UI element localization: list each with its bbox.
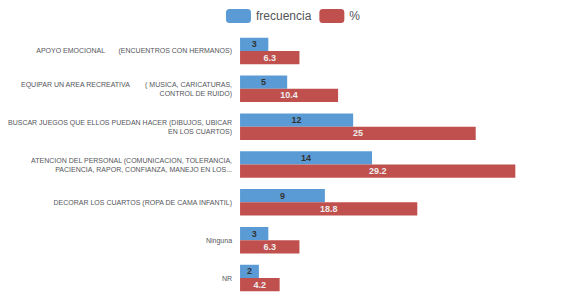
svg-text:Ninguna: Ninguna: [206, 237, 232, 245]
svg-text:18.8: 18.8: [320, 204, 338, 214]
svg-text:DECORAR LOS CUARTOS (ROPA DE C: DECORAR LOS CUARTOS (ROPA DE CAMA INFANT…: [53, 199, 232, 207]
svg-text:6.3: 6.3: [263, 53, 276, 63]
svg-text:ATENCION DEL PERSONAL (COMUNIC: ATENCION DEL PERSONAL (COMUNICACION, TOL…: [31, 157, 232, 165]
svg-text:14: 14: [301, 153, 311, 163]
svg-text:5: 5: [261, 77, 266, 87]
svg-text:3: 3: [252, 229, 257, 239]
svg-text:2: 2: [247, 266, 252, 276]
svg-text:NR: NR: [222, 275, 232, 282]
svg-text:12: 12: [292, 115, 302, 125]
svg-text:EN LOS CUARTOS): EN LOS CUARTOS): [168, 128, 232, 136]
svg-text:6.3: 6.3: [263, 242, 276, 252]
svg-text:4.2: 4.2: [254, 280, 267, 290]
svg-text:3: 3: [252, 39, 257, 49]
svg-text:29.2: 29.2: [369, 166, 387, 176]
svg-text:25: 25: [353, 128, 363, 138]
svg-text:%: %: [349, 9, 360, 23]
svg-text:CONTROL DE RUIDO): CONTROL DE RUIDO): [160, 90, 232, 98]
svg-text:frecuencia: frecuencia: [256, 9, 312, 23]
svg-text:APOYO EMOCIONAL (ENCUENT: APOYO EMOCIONAL (ENCUENTROS CON HERMANOS…: [36, 47, 232, 55]
svg-text:9: 9: [280, 191, 285, 201]
svg-text:10.4: 10.4: [280, 90, 298, 100]
svg-text:EQUIPAR UN AREA RECREATIVA: EQUIPAR UN AREA RECREATIVA ( MUSICA, CAR…: [21, 81, 232, 89]
svg-text:BUSCAR JUEGOS QUE ELLOS PUEDAN: BUSCAR JUEGOS QUE ELLOS PUEDAN HACER (DI…: [8, 119, 232, 127]
svg-text:PACIENCIA, RAPOR, CONFIANZA, M: PACIENCIA, RAPOR, CONFIANZA, MANEJO EN L…: [55, 166, 232, 173]
